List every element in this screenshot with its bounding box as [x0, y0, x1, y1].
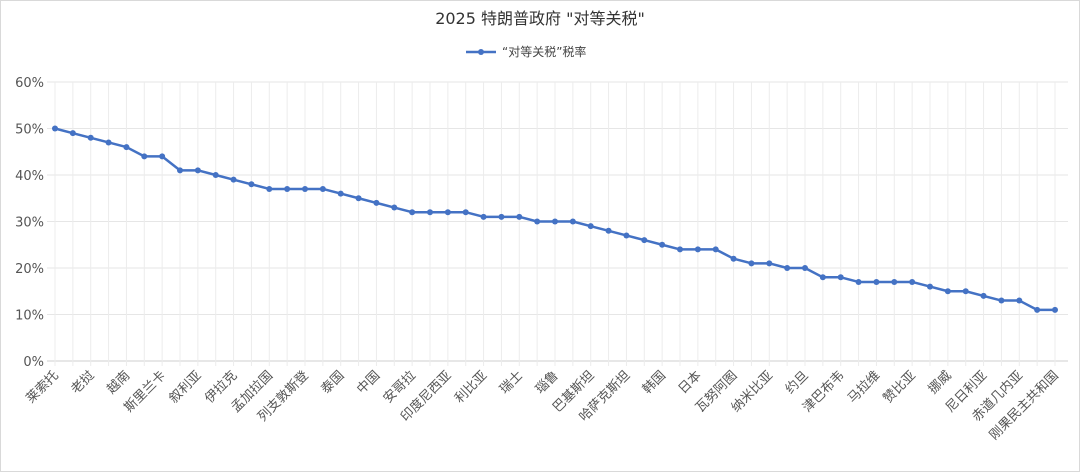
x-tick-label: 约旦 [783, 368, 812, 397]
x-tick-label: 瑞士 [497, 368, 526, 397]
data-point [659, 241, 666, 248]
data-point [462, 209, 469, 216]
x-tick-label: 日本 [676, 368, 705, 397]
data-point [480, 213, 487, 220]
data-point [69, 130, 76, 137]
legend-marker-icon [478, 49, 484, 55]
data-point [212, 172, 219, 178]
data-point [409, 209, 416, 216]
data-point [302, 185, 308, 192]
data-point [1034, 306, 1041, 313]
data-point [123, 144, 130, 151]
x-tick-label: 老挝 [69, 368, 98, 397]
data-point [266, 185, 273, 192]
x-tick-label: 挪威 [926, 368, 955, 397]
data-point [998, 297, 1005, 304]
data-point [230, 176, 237, 183]
data-point [962, 288, 969, 295]
data-point [677, 246, 683, 253]
data-point [694, 246, 701, 253]
data-point [552, 218, 558, 225]
data-point [444, 209, 451, 216]
legend-label: “对等关税”税率 [502, 44, 586, 59]
data-point [355, 195, 362, 202]
x-tick-label: 赞比亚 [881, 368, 919, 406]
data-point [391, 204, 398, 211]
data-point [52, 125, 58, 132]
data-point [891, 278, 898, 285]
data-point [784, 265, 791, 271]
y-tick-label: 0% [23, 355, 44, 370]
data-point [337, 190, 344, 197]
data-point [284, 185, 291, 192]
x-tick-label: 越南 [104, 368, 134, 398]
chart-title: 2025 特朗普政府 "对等关税" [435, 9, 645, 28]
data-point [534, 218, 541, 225]
data-point [373, 199, 380, 206]
data-point [837, 274, 844, 281]
data-point [1052, 306, 1058, 313]
data-point [516, 213, 523, 220]
x-tick-label: 泰国 [319, 368, 348, 397]
data-point [605, 227, 612, 234]
data-point [587, 223, 594, 230]
data-point [177, 167, 183, 174]
data-point [641, 237, 648, 244]
data-point [855, 278, 862, 285]
x-tick-label: 韩国 [640, 368, 669, 397]
data-point [766, 260, 773, 267]
data-point [141, 153, 148, 160]
data-point [105, 139, 112, 146]
data-point [712, 246, 719, 253]
data-point [873, 278, 880, 285]
data-point [569, 218, 576, 225]
y-tick-label: 50% [15, 123, 44, 138]
data-point [802, 265, 808, 271]
y-tick-label: 60% [15, 76, 44, 91]
data-point [980, 292, 987, 299]
data-point [927, 283, 933, 290]
data-point [730, 255, 737, 262]
data-point [1016, 297, 1023, 304]
data-point [748, 260, 755, 267]
y-tick-label: 20% [15, 262, 44, 277]
y-tick-label: 40% [15, 169, 44, 184]
x-tick-label: 利比亚 [452, 368, 490, 406]
data-point [427, 209, 433, 216]
data-point [819, 274, 826, 281]
data-point [944, 288, 951, 295]
x-tick-label: 莱索托 [24, 368, 62, 406]
data-point [194, 167, 201, 174]
data-point [909, 278, 916, 285]
x-tick-label: 瑙鲁 [533, 368, 562, 397]
legend: “对等关税”税率 [466, 44, 586, 59]
x-tick-label: 叙利亚 [166, 368, 204, 406]
data-point [623, 232, 630, 239]
data-point [319, 185, 326, 192]
data-point [159, 153, 166, 160]
y-tick-label: 30% [15, 216, 44, 231]
data-point [87, 134, 94, 141]
x-tick-label: 中国 [354, 368, 383, 397]
data-point [498, 213, 505, 220]
data-point [248, 181, 255, 188]
y-tick-label: 10% [15, 309, 44, 324]
x-tick-label: 马拉维 [845, 368, 883, 406]
